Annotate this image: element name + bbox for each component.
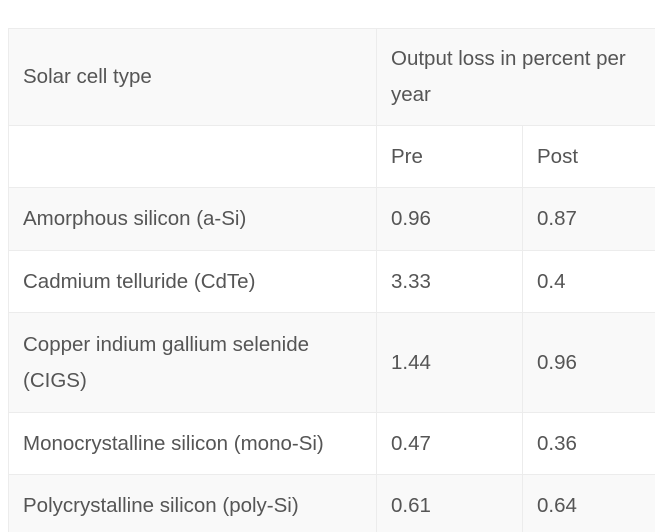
header-cell: Solar cell type bbox=[8, 28, 377, 126]
cell-type: Polycrystalline silicon (poly-Si) bbox=[8, 474, 377, 532]
cell-value: 0.87 bbox=[521, 187, 655, 251]
cell-value: 3.33 bbox=[376, 250, 523, 313]
cell-type: Copper indium gallium selenide (CIGS) bbox=[8, 312, 377, 413]
empty-cell bbox=[8, 125, 377, 188]
cell-value: 0.64 bbox=[521, 474, 655, 532]
data-row: Cadmium telluride (CdTe) 3.33 0.4 bbox=[8, 250, 655, 313]
data-row: Amorphous silicon (a-Si) 0.96 0.87 bbox=[8, 187, 655, 251]
subheader-cell: Pre bbox=[376, 125, 523, 188]
cell-value: 0.47 bbox=[376, 412, 523, 475]
subheader-row: Pre Post bbox=[8, 125, 655, 188]
cell-type: Amorphous silicon (a-Si) bbox=[8, 187, 377, 251]
cell-type: Cadmium telluride (CdTe) bbox=[8, 250, 377, 313]
cell-value: 0.36 bbox=[521, 412, 655, 475]
header-row: Solar cell type Output loss in percent p… bbox=[8, 28, 655, 126]
data-row: Copper indium gallium selenide (CIGS) 1.4… bbox=[8, 312, 655, 413]
cell-type: Monocrystalline silicon (mono-Si) bbox=[8, 412, 377, 475]
table-body: Solar cell type Output loss in percent p… bbox=[8, 28, 655, 532]
cell-value: 0.96 bbox=[376, 187, 523, 251]
cell-value: 1.44 bbox=[376, 312, 523, 413]
cell-value: 0.4 bbox=[521, 250, 655, 313]
data-row: Monocrystalline silicon (mono-Si) 0.47 0.3… bbox=[8, 412, 655, 475]
cell-value: 0.96 bbox=[521, 312, 655, 413]
data-row: Polycrystalline silicon (poly-Si) 0.61 0.6… bbox=[8, 474, 655, 532]
table: Solar cell type Output loss in percent p… bbox=[8, 28, 655, 532]
table-container: Solar cell type Output loss in percent p… bbox=[8, 28, 655, 532]
cell-value: 0.61 bbox=[376, 474, 523, 532]
header-cell: Output loss in percent per year bbox=[375, 28, 655, 126]
subheader-cell: Post bbox=[521, 125, 655, 188]
